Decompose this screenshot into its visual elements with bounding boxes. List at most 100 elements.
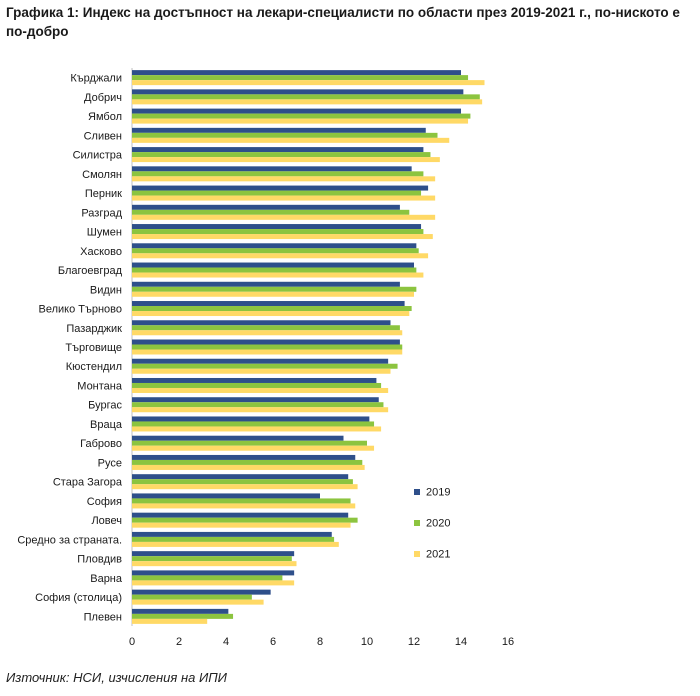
x-tick-label: 12 — [408, 636, 420, 648]
x-tick-label: 4 — [223, 636, 229, 648]
legend-label-2021: 2021 — [426, 549, 450, 561]
bar-2019-12 — [132, 281, 400, 287]
category-label: Велико Търново — [38, 304, 122, 316]
bar-2020-29 — [132, 613, 234, 619]
bar-2021-4 — [132, 137, 450, 143]
bar-2019-25 — [132, 531, 332, 537]
category-label: Средно за страната. — [17, 534, 122, 546]
bar-2020-21 — [132, 459, 363, 465]
category-label: Плевен — [84, 611, 122, 623]
category-label: Кърджали — [70, 73, 122, 85]
bar-2019-28 — [132, 589, 271, 595]
bar-2021-6 — [132, 176, 436, 182]
source-note: Източник: НСИ, изчисления на ИПИ — [6, 670, 227, 685]
bar-2020-4 — [132, 132, 438, 138]
bar-2019-24 — [132, 512, 349, 518]
bar-2021-3 — [132, 118, 469, 124]
x-tick-label: 2 — [176, 636, 182, 648]
bar-2021-22 — [132, 484, 358, 490]
bar-2019-4 — [132, 127, 426, 133]
x-tick-label: 10 — [361, 636, 373, 648]
x-tick-label: 16 — [502, 636, 514, 648]
bar-2019-23 — [132, 493, 320, 499]
legend-label-2020: 2020 — [426, 518, 450, 530]
bar-2021-10 — [132, 253, 429, 259]
bar-2020-3 — [132, 113, 471, 119]
bar-2020-18 — [132, 402, 384, 408]
category-label: Видин — [90, 284, 122, 296]
bar-2020-1 — [132, 75, 469, 81]
bar-2021-15 — [132, 349, 403, 355]
bar-2019-8 — [132, 204, 400, 210]
bar-2021-9 — [132, 234, 433, 240]
bar-2019-19 — [132, 416, 370, 422]
category-label: Русе — [98, 457, 122, 469]
category-label: Смолян — [82, 169, 122, 181]
bar-2020-19 — [132, 421, 375, 427]
bar-2020-24 — [132, 517, 358, 523]
category-label: Шумен — [87, 227, 122, 239]
bar-2021-26 — [132, 561, 297, 567]
bar-2019-9 — [132, 224, 422, 230]
bar-2021-24 — [132, 522, 351, 528]
bar-2019-5 — [132, 147, 424, 153]
bar-2021-14 — [132, 330, 403, 336]
category-label: Благоевград — [58, 265, 123, 277]
x-tick-label: 0 — [129, 636, 135, 648]
bar-2021-23 — [132, 503, 356, 509]
x-tick-label: 14 — [455, 636, 467, 648]
bar-2020-27 — [132, 575, 283, 581]
bar-2020-28 — [132, 594, 252, 600]
bar-2019-18 — [132, 397, 379, 403]
bar-2020-25 — [132, 536, 335, 542]
bar-2021-7 — [132, 195, 436, 201]
bar-2019-6 — [132, 166, 412, 172]
bar-2019-26 — [132, 551, 295, 557]
bar-2021-28 — [132, 599, 264, 605]
category-label: София (столица) — [35, 592, 122, 604]
category-label: Стара Загора — [53, 477, 123, 489]
category-label: Монтана — [77, 380, 123, 392]
bar-2020-22 — [132, 479, 353, 485]
category-label: Добрич — [84, 92, 122, 104]
bar-2019-10 — [132, 243, 417, 249]
bar-2021-12 — [132, 291, 414, 297]
bar-2020-2 — [132, 94, 480, 100]
bar-2019-27 — [132, 570, 295, 576]
x-tick-label: 8 — [317, 636, 323, 648]
bar-2019-2 — [132, 89, 464, 95]
chart-title: Графика 1: Индекс на достъпност на лекар… — [6, 5, 680, 39]
bar-2019-15 — [132, 339, 400, 345]
bar-2021-21 — [132, 464, 365, 470]
category-label: Ямбол — [88, 111, 122, 123]
category-label: Разград — [81, 207, 122, 219]
bar-2020-17 — [132, 382, 382, 388]
bar-2020-5 — [132, 152, 431, 158]
legend-label-2019: 2019 — [426, 487, 450, 499]
bar-2020-9 — [132, 229, 424, 235]
bar-2020-15 — [132, 344, 403, 350]
category-label: Търговище — [65, 342, 122, 354]
bar-2020-7 — [132, 190, 422, 196]
x-tick-label: 6 — [270, 636, 276, 648]
bar-2021-13 — [132, 311, 410, 317]
bar-2020-20 — [132, 440, 367, 446]
bar-2021-29 — [132, 618, 208, 624]
category-label: Хасково — [80, 246, 122, 258]
bar-2021-19 — [132, 426, 382, 432]
bar-2019-29 — [132, 608, 229, 614]
bar-2019-20 — [132, 435, 344, 441]
legend-swatch-2021 — [414, 551, 420, 557]
bar-2021-18 — [132, 407, 389, 413]
bar-2020-26 — [132, 556, 292, 562]
bar-2019-22 — [132, 474, 349, 480]
bar-2021-5 — [132, 157, 440, 163]
bar-2019-13 — [132, 301, 405, 307]
bar-2020-8 — [132, 209, 410, 215]
category-label: Враца — [90, 419, 123, 431]
category-label: Силистра — [73, 150, 123, 162]
bar-2021-27 — [132, 580, 295, 586]
bar-2020-13 — [132, 306, 412, 312]
bar-2021-8 — [132, 214, 436, 220]
